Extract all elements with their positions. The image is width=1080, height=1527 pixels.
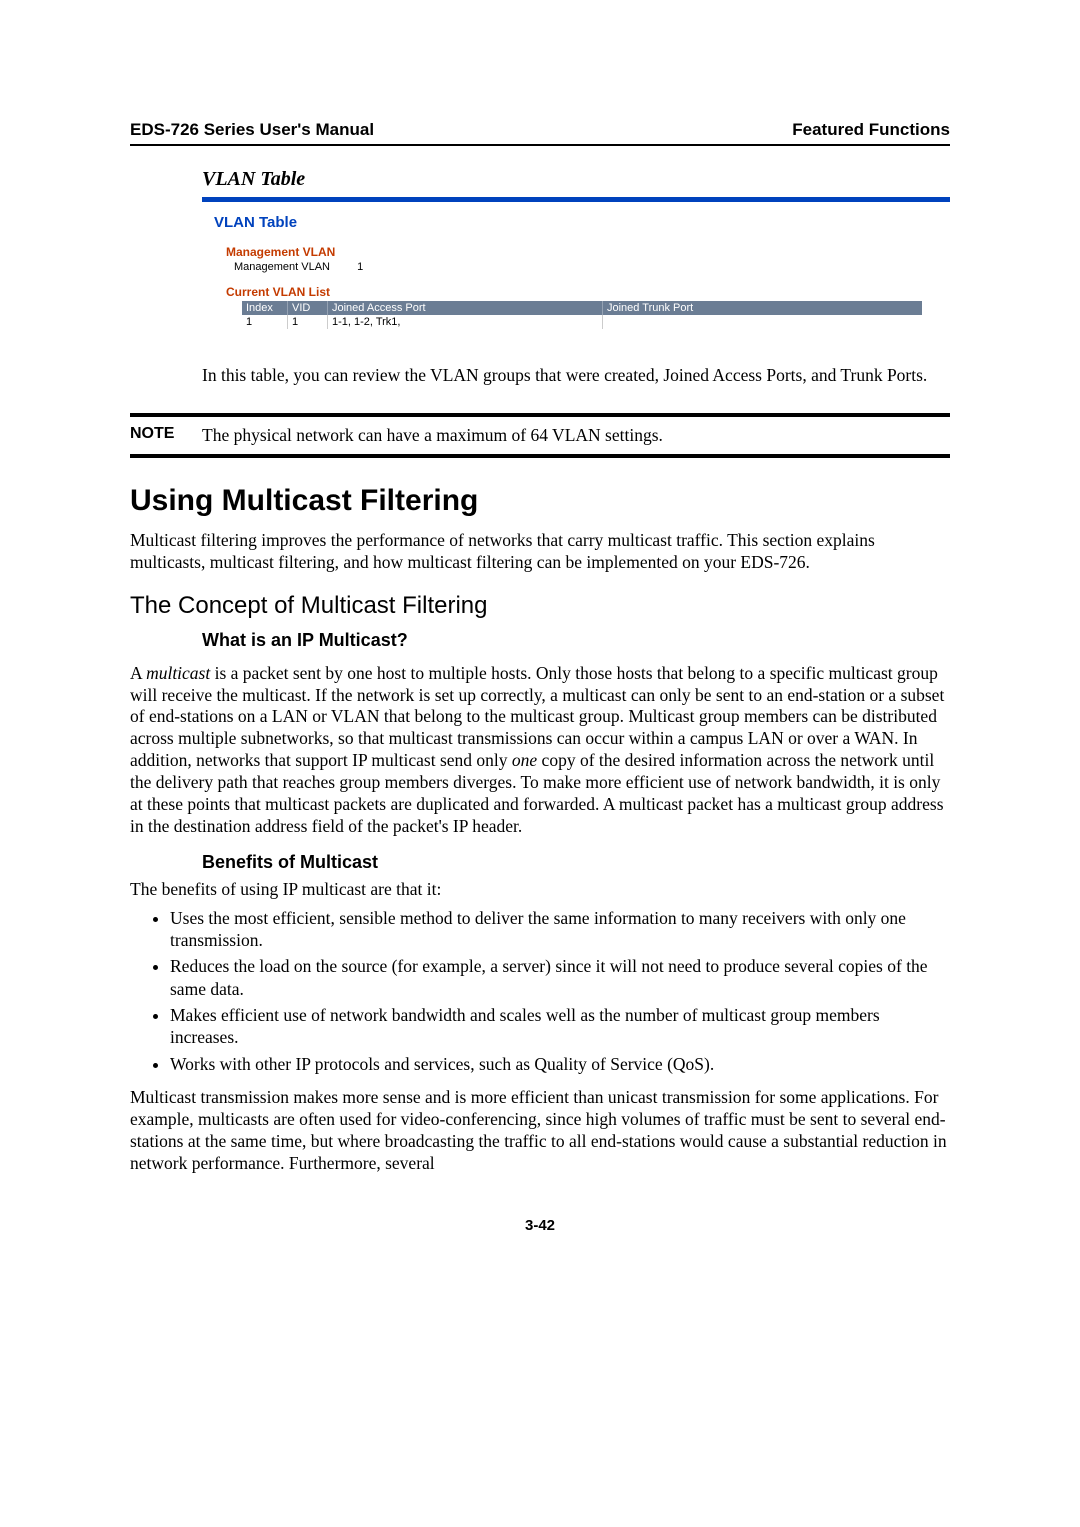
col-joined-trunk: Joined Trunk Port (602, 301, 922, 315)
header-right: Featured Functions (792, 120, 950, 140)
intro-paragraph: Multicast filtering improves the perform… (130, 530, 950, 574)
p-pre: A (130, 663, 146, 683)
management-vlan-heading: Management VLAN (226, 245, 940, 259)
question-heading-1: What is an IP Multicast? (202, 630, 950, 651)
p-em1: multicast (146, 663, 210, 683)
cell-joined-access: 1-1, 1-2, Trk1, (327, 315, 602, 329)
list-item: Makes efficient use of network bandwidth… (170, 1004, 950, 1049)
vlan-table: Index VID Joined Access Port Joined Trun… (242, 301, 922, 329)
vlan-table-header: Index VID Joined Access Port Joined Trun… (242, 301, 922, 315)
cell-joined-trunk (602, 315, 922, 329)
header-left: EDS-726 Series User's Manual (130, 120, 374, 140)
question-heading-2: Benefits of Multicast (202, 852, 950, 873)
benefits-list: Uses the most efficient, sensible method… (130, 907, 950, 1076)
multicast-definition-paragraph: A multicast is a packet sent by one host… (130, 663, 950, 838)
vlan-table-row: 1 1 1-1, 1-2, Trk1, (242, 315, 922, 329)
list-item: Works with other IP protocols and servic… (170, 1053, 950, 1075)
note-label: NOTE (130, 425, 202, 446)
closing-paragraph: Multicast transmission makes more sense … (130, 1087, 950, 1175)
management-vlan-value: 1 (357, 261, 363, 273)
vlan-box-title: VLAN Table (214, 214, 940, 231)
list-item: Reduces the load on the source (for exam… (170, 955, 950, 1000)
subsection-heading: The Concept of Multicast Filtering (130, 592, 950, 620)
p-em2: one (512, 750, 537, 770)
benefits-lead: The benefits of using IP multicast are t… (130, 879, 950, 901)
management-vlan-label: Management VLAN (234, 261, 354, 273)
vlan-section-title: VLAN Table (202, 168, 950, 191)
page-number: 3-42 (130, 1217, 950, 1234)
management-vlan-row: Management VLAN 1 (234, 261, 940, 273)
vlan-section: VLAN Table VLAN Table Management VLAN Ma… (202, 168, 950, 387)
vlan-box: VLAN Table Management VLAN Management VL… (202, 197, 950, 353)
section-heading: Using Multicast Filtering (130, 484, 950, 518)
current-vlan-list-heading: Current VLAN List (226, 285, 940, 299)
page: EDS-726 Series User's Manual Featured Fu… (0, 0, 1080, 1314)
col-vid: VID (287, 301, 327, 315)
note-text: The physical network can have a maximum … (202, 425, 950, 446)
page-header: EDS-726 Series User's Manual Featured Fu… (130, 120, 950, 146)
after-table-paragraph: In this table, you can review the VLAN g… (202, 365, 950, 387)
cell-vid: 1 (287, 315, 327, 329)
note-block: NOTE The physical network can have a max… (130, 413, 950, 458)
col-joined-access: Joined Access Port (327, 301, 602, 315)
col-index: Index (242, 301, 287, 315)
cell-index: 1 (242, 315, 287, 329)
list-item: Uses the most efficient, sensible method… (170, 907, 950, 952)
